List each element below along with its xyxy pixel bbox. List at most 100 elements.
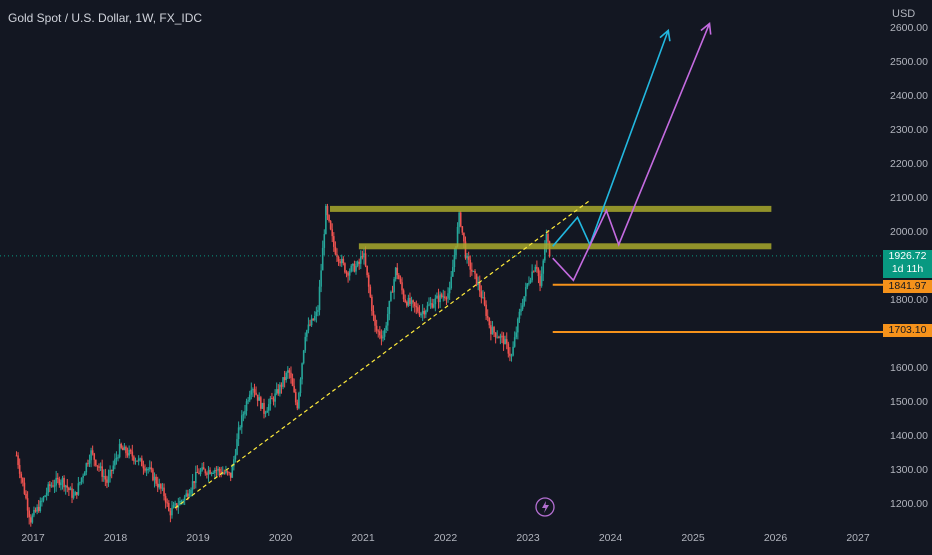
candle-body xyxy=(260,397,262,409)
candle-body xyxy=(26,498,29,511)
candle-body xyxy=(142,466,145,469)
candle-body xyxy=(152,469,154,481)
candle-body xyxy=(485,304,487,316)
candle-body xyxy=(156,483,159,488)
candle-body xyxy=(313,316,316,321)
candle-body xyxy=(307,324,310,331)
candle-body xyxy=(198,472,200,475)
candle-body xyxy=(177,505,180,508)
uptrend-line xyxy=(174,199,591,509)
candles-layer xyxy=(15,203,551,527)
candle-body xyxy=(182,500,184,502)
candle-body xyxy=(347,272,349,276)
candle-body xyxy=(80,477,83,483)
candle-body xyxy=(386,314,389,326)
candle-body xyxy=(123,446,126,451)
candle-body xyxy=(482,297,484,299)
candle-body xyxy=(217,468,219,471)
candle-body xyxy=(55,477,57,486)
candle-body xyxy=(501,335,503,337)
candle-body xyxy=(44,495,46,497)
candle-body xyxy=(264,412,267,414)
candle-body xyxy=(331,229,334,237)
candle-body xyxy=(15,455,18,457)
candle-body xyxy=(337,256,340,262)
candle-body xyxy=(194,471,197,483)
candle-body xyxy=(545,233,548,248)
candle-body xyxy=(64,485,67,488)
candle-body xyxy=(66,485,69,488)
candle-body xyxy=(542,260,545,274)
candle-body xyxy=(171,507,173,516)
candle-body xyxy=(480,291,483,298)
candle-body xyxy=(139,458,142,460)
candle-body xyxy=(50,485,53,487)
candle-body xyxy=(121,447,124,451)
candle-body xyxy=(68,487,70,491)
candle-body xyxy=(96,465,99,467)
candle-body xyxy=(329,220,332,230)
candle-body xyxy=(22,477,24,483)
candle-body xyxy=(391,291,394,293)
candle-body xyxy=(93,453,96,460)
candle-body xyxy=(161,487,164,489)
candle-body xyxy=(421,310,424,314)
candle-body xyxy=(174,503,176,506)
candle-body xyxy=(28,510,30,518)
lightning-event-icon[interactable] xyxy=(535,497,555,517)
candle-body xyxy=(344,263,346,273)
candle-body xyxy=(524,287,527,297)
candle-body xyxy=(134,460,137,462)
candle-body xyxy=(358,261,360,264)
candle-body xyxy=(137,458,140,462)
resistance-band-2 xyxy=(358,243,772,250)
candle-body xyxy=(191,481,194,490)
candle-body xyxy=(404,299,407,303)
candle-body xyxy=(352,263,354,266)
level-2-tag[interactable]: 1703.10 xyxy=(883,324,932,337)
candle-body xyxy=(296,402,299,409)
candle-body xyxy=(345,272,348,274)
candle-body xyxy=(39,500,42,512)
candle-body xyxy=(410,300,413,304)
candle-body xyxy=(88,460,91,464)
level-1-tag[interactable]: 1841.97 xyxy=(883,280,932,293)
candle-body xyxy=(90,450,92,461)
candle-body xyxy=(385,325,387,331)
candle-body xyxy=(402,290,405,300)
candle-body xyxy=(458,212,460,227)
candle-body xyxy=(218,468,221,472)
x-tick-label: 2017 xyxy=(21,532,45,544)
candle-body xyxy=(110,470,113,472)
candle-body xyxy=(420,313,422,316)
candle-body xyxy=(269,398,272,405)
candle-body xyxy=(364,253,367,266)
candle-body xyxy=(202,467,205,470)
candle-body xyxy=(56,477,59,480)
candle-body xyxy=(34,509,37,512)
candle-body xyxy=(120,443,123,448)
candle-body xyxy=(382,336,384,339)
candle-body xyxy=(390,291,392,301)
candle-body xyxy=(166,502,169,504)
candle-body xyxy=(298,392,300,409)
last-price-tag[interactable]: 1926.72 1d 11h xyxy=(883,250,932,278)
candle-body xyxy=(286,370,289,373)
candle-body xyxy=(439,294,441,303)
candle-body xyxy=(112,465,115,471)
candle-body xyxy=(101,466,103,477)
y-tick-label: 1600.00 xyxy=(890,362,928,374)
candle-body xyxy=(29,517,32,523)
candle-body xyxy=(223,472,226,474)
candle-body xyxy=(115,457,118,460)
candle-body xyxy=(547,233,549,242)
candle-body xyxy=(107,476,110,483)
candle-body xyxy=(502,335,505,345)
candle-body xyxy=(348,271,351,276)
candle-body xyxy=(147,468,149,470)
projection-path-1 xyxy=(552,30,670,247)
candle-body xyxy=(72,495,75,498)
candle-body xyxy=(523,296,525,306)
